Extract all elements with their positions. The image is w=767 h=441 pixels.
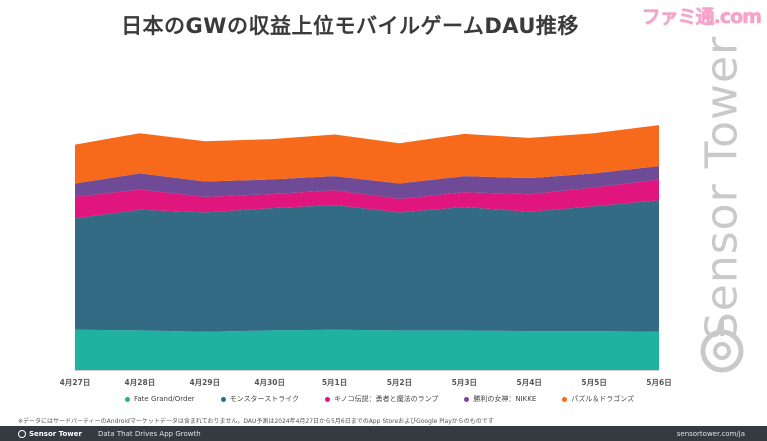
footer-brand: Sensor Tower [18, 429, 82, 438]
legend-item: Fate Grand/Order [125, 394, 195, 404]
footer-tagline: Data That Drives App Growth [97, 429, 201, 438]
famitsu-logo: ファミ通.com [641, 6, 762, 28]
x-tick-label: 5月1日 [322, 378, 347, 387]
legend-item: パズル＆ドラゴンズ [562, 394, 634, 404]
x-tick-label: 4月27日 [60, 378, 91, 387]
area-series-4 [75, 125, 659, 184]
area-series-0 [75, 329, 659, 370]
x-tick-label: 5月3日 [452, 378, 477, 387]
x-tick-label: 4月28日 [125, 378, 156, 387]
legend-item: 勝利の女神：NIKKE [464, 394, 536, 404]
legend: Fate Grand/Order モンスターストライク キノコ伝説：勇者と魔法のラン… [125, 394, 634, 404]
legend-swatch [325, 396, 331, 402]
x-tick-label: 4月30日 [254, 378, 285, 387]
legend-label: モンスターストライク [229, 395, 300, 403]
x-tick-label: 5月4日 [517, 378, 542, 387]
area-series-1 [75, 200, 659, 332]
sensor-tower-icon [18, 429, 26, 438]
footer-url[interactable]: sensortower.com/ja [676, 429, 745, 438]
area-layers [75, 125, 659, 370]
legend-swatch [125, 396, 130, 402]
sensor-tower-watermark-icon [700, 321, 744, 373]
legend-item: モンスターストライク [220, 394, 300, 404]
x-tick-label: 5月6日 [646, 378, 671, 387]
legend-label: パズル＆ドラゴンズ [571, 395, 635, 403]
footer-brand-name: Sensor Tower [29, 429, 82, 438]
legend-label: 勝利の女神：NIKKE [473, 395, 537, 403]
x-tick-label: 5月2日 [387, 378, 412, 387]
legend-swatch [562, 396, 568, 402]
x-axis-ticks: 4月27日 4月28日 4月29日 4月30日 5月1日 5月2日 5月3日 5月4日 5月5日… [60, 370, 672, 387]
footnote: ※データにはサードパーティーのAndroidマーケットデータは含まれておりません… [18, 418, 494, 425]
legend-swatch [220, 396, 226, 402]
legend-item: キノコ伝説：勇者と魔法のランプ [325, 394, 438, 404]
x-tick-label: 4月29日 [189, 378, 220, 387]
sensor-tower-watermark-text: Sensor Tower [696, 35, 748, 341]
legend-label: Fate Grand/Order [134, 395, 195, 403]
legend-swatch [464, 396, 470, 402]
footer-bar: Sensor Tower Data That Drives App Growth… [0, 426, 767, 441]
x-tick-label: 5月5日 [581, 378, 606, 387]
legend-label: キノコ伝説：勇者と魔法のランプ [334, 395, 439, 403]
area-series-2 [75, 179, 659, 219]
chart-title: 日本のGWの収益上位モバイルゲームDAU推移 [121, 14, 579, 38]
area-series-3 [75, 166, 659, 199]
